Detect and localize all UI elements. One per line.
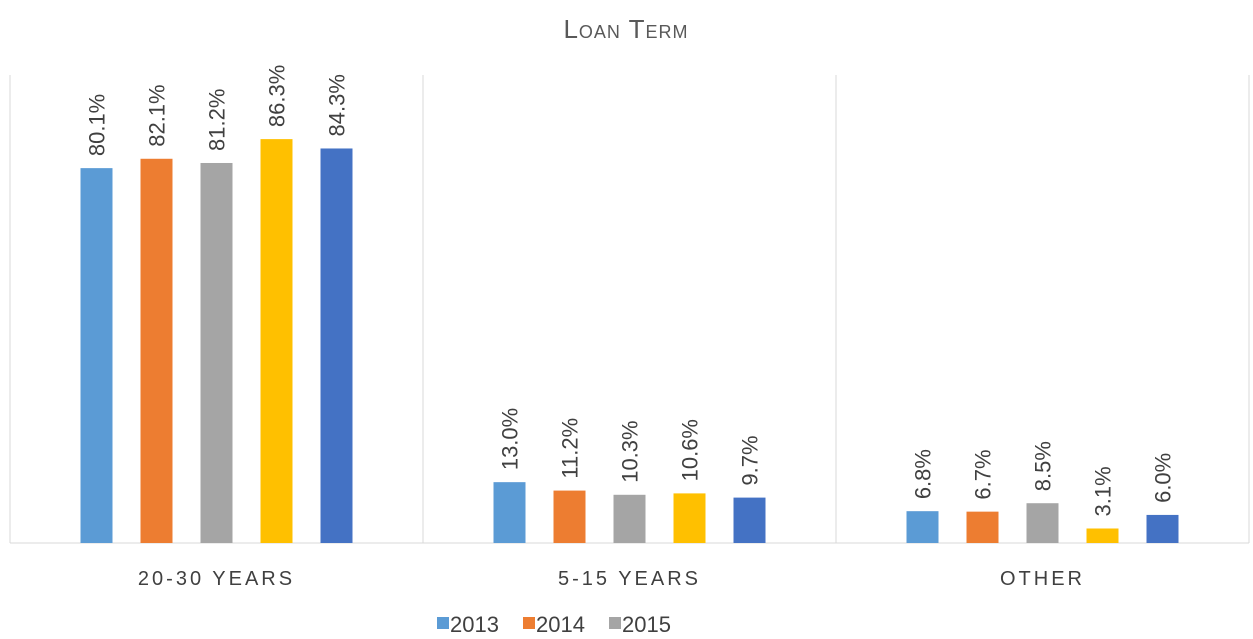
- bar: [553, 490, 586, 543]
- data-label: 82.1%: [145, 84, 170, 146]
- data-label: 86.3%: [265, 65, 290, 127]
- data-label: 3.1%: [1091, 466, 1116, 516]
- bar: [1146, 514, 1179, 543]
- bar: [673, 493, 706, 543]
- x-tick-label: 5-15 YEARS: [558, 568, 701, 590]
- bar: [80, 168, 113, 543]
- data-label: 10.6%: [678, 419, 703, 481]
- legend-label: 2013: [450, 612, 499, 637]
- bar: [140, 158, 173, 543]
- data-label: 6.0%: [1151, 453, 1176, 503]
- data-label: 6.8%: [911, 449, 936, 499]
- bar: [966, 511, 999, 543]
- data-label: 11.2%: [558, 418, 583, 479]
- bar: [260, 139, 293, 543]
- bar: [320, 148, 353, 543]
- bar: [733, 497, 766, 543]
- legend-label: 2014: [536, 612, 585, 637]
- data-label: 13.0%: [498, 408, 523, 470]
- data-label: 6.7%: [971, 449, 996, 499]
- data-label: 10.3%: [618, 420, 643, 482]
- bar: [906, 511, 939, 543]
- data-label: 80.1%: [85, 94, 110, 156]
- legend-swatch: [609, 617, 621, 629]
- x-tick-label: OTHER: [1000, 568, 1085, 590]
- bar: [493, 482, 526, 543]
- bar: [1086, 528, 1119, 543]
- legend-swatch: [523, 617, 535, 629]
- bar: [1026, 503, 1059, 543]
- data-label: 81.2%: [205, 89, 230, 151]
- bar: [613, 494, 646, 543]
- data-label: 9.7%: [738, 435, 763, 485]
- data-label: 84.3%: [325, 74, 350, 136]
- bar: [200, 162, 233, 543]
- legend-swatch: [437, 617, 449, 629]
- x-tick-label: 20-30 YEARS: [138, 568, 295, 590]
- data-label: 8.5%: [1031, 441, 1056, 491]
- chart-title: Loan Term: [563, 14, 688, 44]
- legend-label: 2015: [622, 612, 671, 637]
